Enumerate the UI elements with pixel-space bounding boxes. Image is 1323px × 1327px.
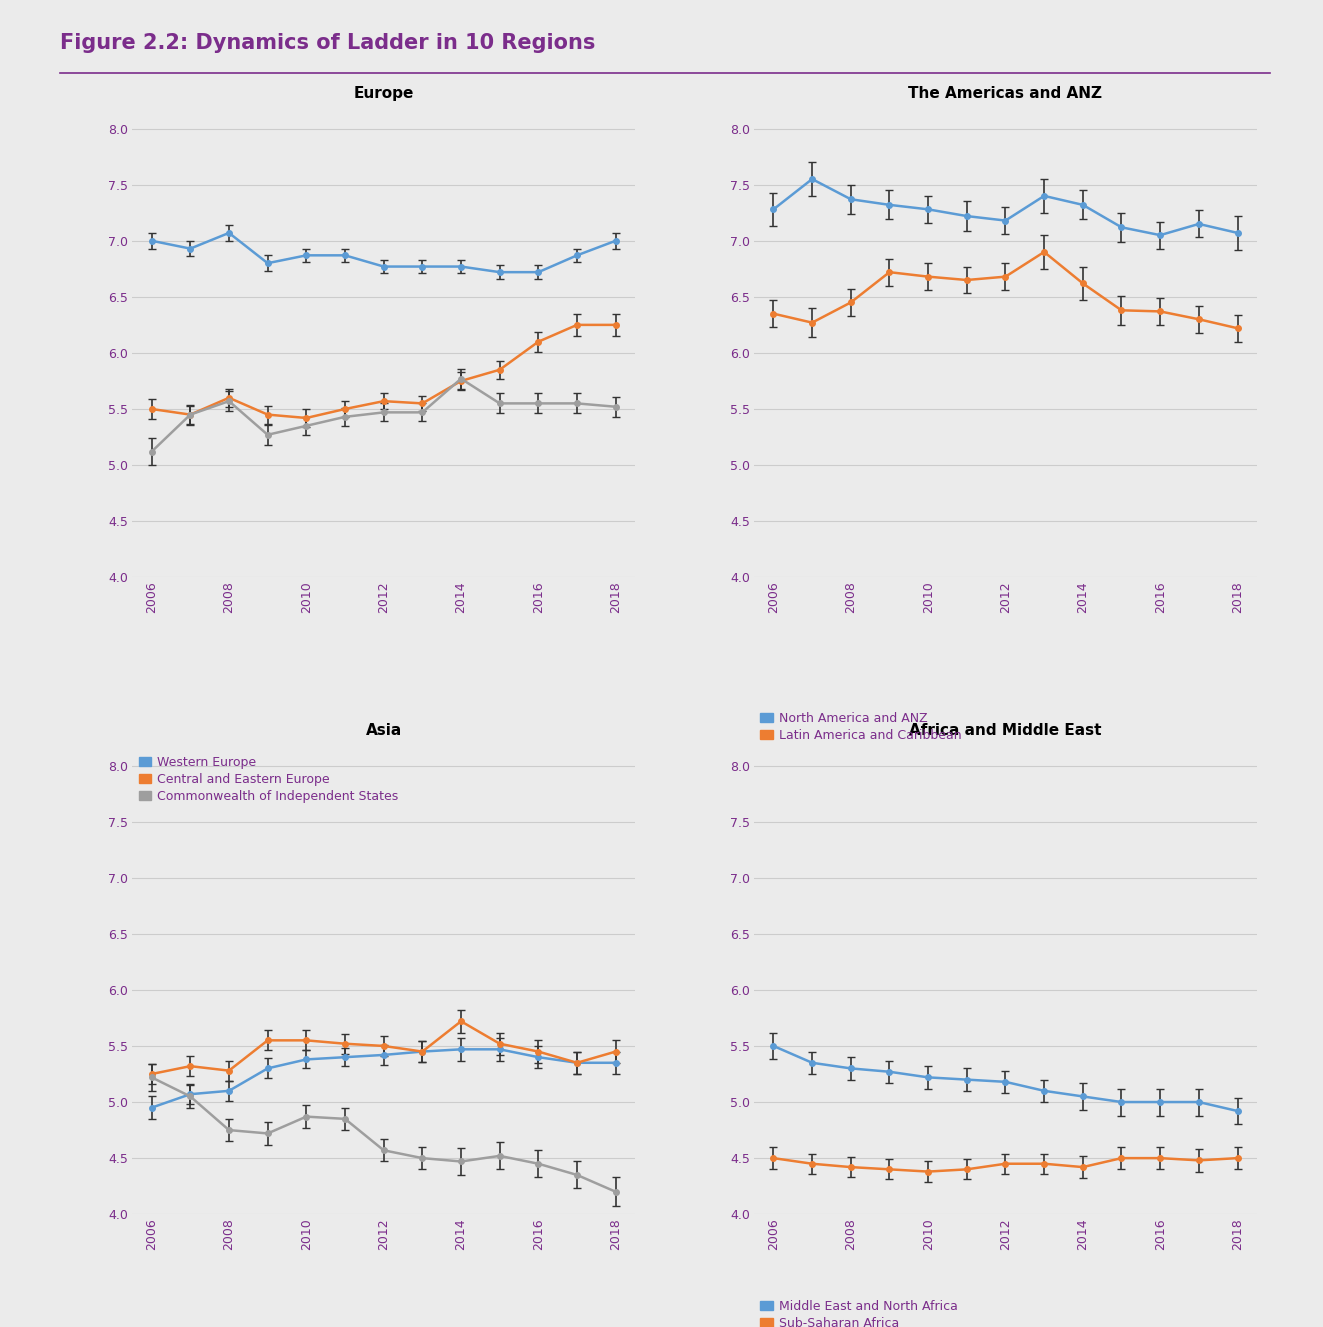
Title: Europe: Europe xyxy=(353,86,414,101)
Title: Asia: Asia xyxy=(365,723,402,738)
Legend: Western Europe, Central and Eastern Europe, Commonwealth of Independent States: Western Europe, Central and Eastern Euro… xyxy=(139,756,398,803)
Text: Figure 2.2: Dynamics of Ladder in 10 Regions: Figure 2.2: Dynamics of Ladder in 10 Reg… xyxy=(60,33,595,53)
Title: The Americas and ANZ: The Americas and ANZ xyxy=(909,86,1102,101)
Legend: North America and ANZ, Latin America and Caribbean: North America and ANZ, Latin America and… xyxy=(761,713,962,742)
Title: Africa and Middle East: Africa and Middle East xyxy=(909,723,1102,738)
Legend: Middle East and North Africa, Sub-Saharan Africa: Middle East and North Africa, Sub-Sahara… xyxy=(761,1300,958,1327)
